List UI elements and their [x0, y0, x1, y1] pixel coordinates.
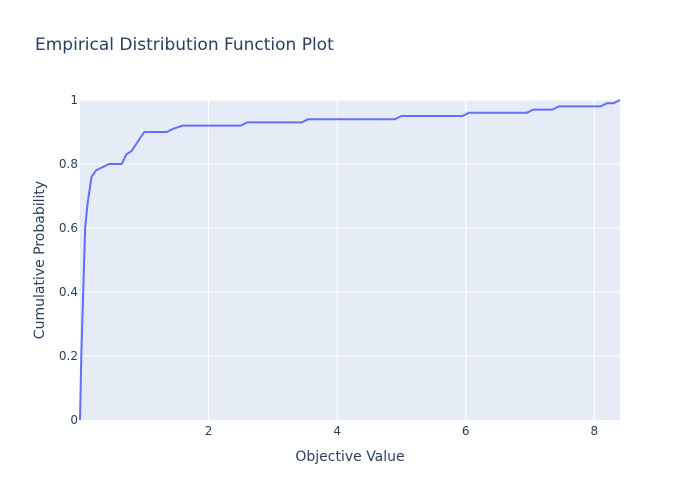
x-tick-label: 8 — [590, 424, 598, 438]
line-layer — [79, 99, 621, 421]
x-axis-title: Objective Value — [295, 449, 404, 465]
chart-title: Empirical Distribution Function Plot — [35, 35, 334, 55]
y-tick-label: 0.4 — [59, 285, 78, 299]
plot-area — [80, 100, 620, 420]
y-tick-label: 0.6 — [59, 221, 78, 235]
y-tick-label: 1 — [70, 93, 78, 107]
y-axis-title: Cumulative Probability — [32, 181, 48, 339]
tick-layer: 2 4 6 8 0 0.2 0.4 0.6 0.8 1 — [59, 93, 598, 438]
y-tick-label: 0 — [70, 413, 78, 427]
y-tick-label: 0.2 — [59, 349, 78, 363]
x-tick-label: 2 — [205, 424, 213, 438]
x-tick-label: 4 — [333, 424, 341, 438]
grid-layer — [80, 99, 620, 420]
x-tick-label: 6 — [462, 424, 470, 438]
y-tick-label: 0.8 — [59, 157, 78, 171]
ecdf-series-line — [79, 99, 621, 421]
